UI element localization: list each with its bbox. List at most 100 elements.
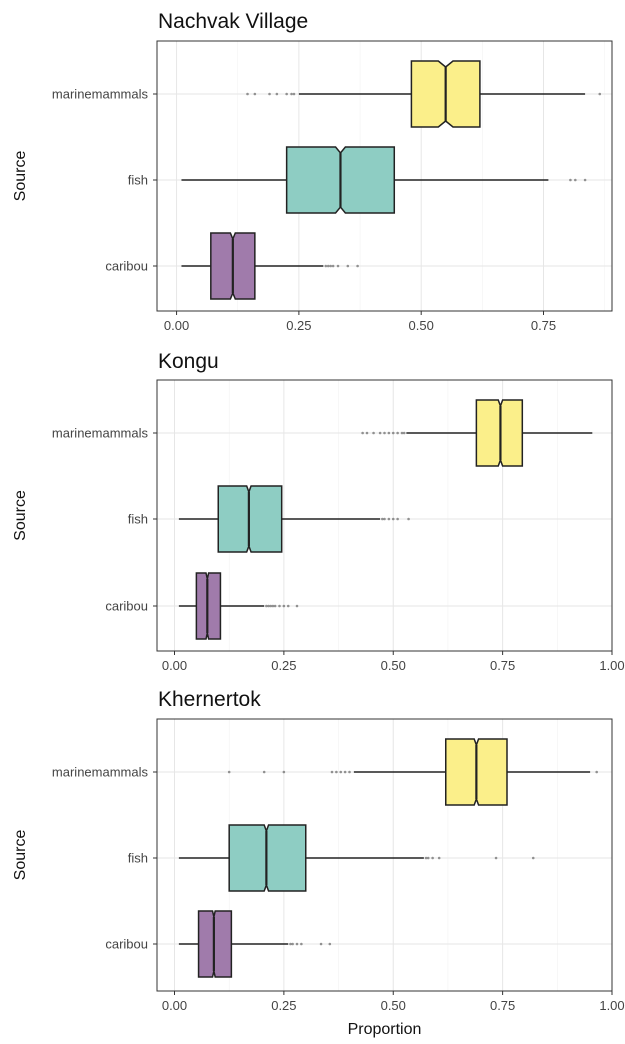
outlier-point xyxy=(269,604,273,608)
outlier-point xyxy=(265,604,268,608)
y-axis-label: Source xyxy=(12,830,29,881)
category-label: marinemammals xyxy=(52,87,149,102)
x-tick-label: 0.50 xyxy=(381,658,406,673)
outlier-point xyxy=(574,178,577,182)
outlier-point xyxy=(262,770,266,774)
outlier-point xyxy=(273,604,277,608)
outlier-point xyxy=(271,604,275,608)
x-tick-label: 0.50 xyxy=(409,318,434,333)
box-fish xyxy=(181,146,587,214)
category-label: fish xyxy=(128,173,148,188)
category-label: caribou xyxy=(105,937,148,952)
outlier-point xyxy=(383,431,386,435)
x-tick-label: 0.75 xyxy=(531,318,556,333)
box-fish xyxy=(178,824,535,892)
x-tick-label: 1.00 xyxy=(599,998,624,1013)
outlier-point xyxy=(396,517,399,521)
panel-0: marinemammals fish caribou 0.00 0.25 0.50 0.75… xyxy=(12,10,613,333)
x-axis-label: Proportion xyxy=(348,1021,422,1038)
outlier-point xyxy=(319,942,323,946)
x-tick-label: 0.25 xyxy=(271,998,296,1013)
category-label: caribou xyxy=(105,259,148,274)
outlier-point xyxy=(348,770,351,774)
outlier-point xyxy=(531,856,535,860)
x-tick-label: 0.75 xyxy=(490,998,515,1013)
category-label: fish xyxy=(128,851,148,866)
category-label: caribou xyxy=(105,599,148,614)
panel-title: Khernertok xyxy=(158,688,261,711)
panel-border xyxy=(156,40,613,312)
outlier-point xyxy=(356,264,359,268)
outlier-point xyxy=(282,604,286,608)
outlier-point xyxy=(324,264,328,268)
outlier-point xyxy=(569,178,572,182)
outlier-point xyxy=(268,92,271,96)
y-axis-label: Source xyxy=(12,151,29,202)
category-label: marinemammals xyxy=(52,426,149,441)
outlier-point xyxy=(346,264,350,268)
panel-title: Kongu xyxy=(158,350,219,373)
outlier-point xyxy=(291,942,294,946)
outlier-point xyxy=(295,604,299,608)
box-marinemammals xyxy=(361,399,593,467)
x-tick-label: 0.25 xyxy=(271,658,296,673)
outlier-point xyxy=(335,770,338,774)
outlier-point xyxy=(424,856,428,860)
outlier-point xyxy=(598,92,602,96)
outlier-point xyxy=(339,770,343,774)
outlier-point xyxy=(330,770,334,774)
outlier-point xyxy=(329,264,332,268)
category-label: fish xyxy=(128,512,148,527)
outlier-point xyxy=(295,942,299,946)
outlier-point xyxy=(285,92,288,96)
outlier-point xyxy=(431,856,434,860)
outlier-point xyxy=(402,431,406,435)
box-fish xyxy=(178,485,410,553)
panel-border xyxy=(156,379,613,652)
outlier-point xyxy=(595,770,598,774)
outlier-point xyxy=(290,92,293,96)
category-label: marinemammals xyxy=(52,765,149,780)
box-marinemammals xyxy=(227,738,598,806)
outlier-point xyxy=(289,942,292,946)
outlier-point xyxy=(387,517,391,521)
x-tick-label: 0.00 xyxy=(162,658,187,673)
box-caribou xyxy=(181,232,359,300)
outlier-point xyxy=(227,770,231,774)
outlier-point xyxy=(383,517,386,521)
box-caribou xyxy=(178,910,332,978)
x-tick-label: 0.25 xyxy=(286,318,311,333)
outlier-point xyxy=(391,517,395,521)
outlier-point xyxy=(286,604,290,608)
outlier-point xyxy=(437,856,441,860)
outlier-point xyxy=(387,431,391,435)
outlier-point xyxy=(275,92,279,96)
outlier-point xyxy=(426,856,430,860)
outlier-point xyxy=(381,517,384,521)
outlier-point xyxy=(336,264,340,268)
outlier-point xyxy=(407,517,410,521)
outlier-point xyxy=(328,942,332,946)
outlier-point xyxy=(267,604,270,608)
panel-border xyxy=(156,718,613,992)
outlier-point xyxy=(253,92,257,96)
outlier-point xyxy=(400,431,404,435)
panel-title: Nachvak Village xyxy=(158,10,308,33)
outlier-point xyxy=(278,604,281,608)
x-tick-label: 0.00 xyxy=(162,998,187,1013)
outlier-point xyxy=(378,431,382,435)
outlier-point xyxy=(331,264,335,268)
x-tick-label: 0.75 xyxy=(490,658,515,673)
x-tick-label: 0.00 xyxy=(164,318,189,333)
x-tick-label: 1.00 xyxy=(599,658,624,673)
panel-2: marinemammals fish caribou 0.00 0.25 0.50 0.75… xyxy=(12,688,625,1038)
outlier-point xyxy=(343,770,347,774)
outlier-point xyxy=(396,431,399,435)
outlier-point xyxy=(494,856,498,860)
outlier-point xyxy=(372,431,375,435)
panel-1: marinemammals fish caribou 0.00 0.25 0.50 0.75… xyxy=(12,350,625,673)
x-tick-label: 0.50 xyxy=(381,998,406,1013)
outlier-point xyxy=(292,92,296,96)
outlier-point xyxy=(583,178,587,182)
